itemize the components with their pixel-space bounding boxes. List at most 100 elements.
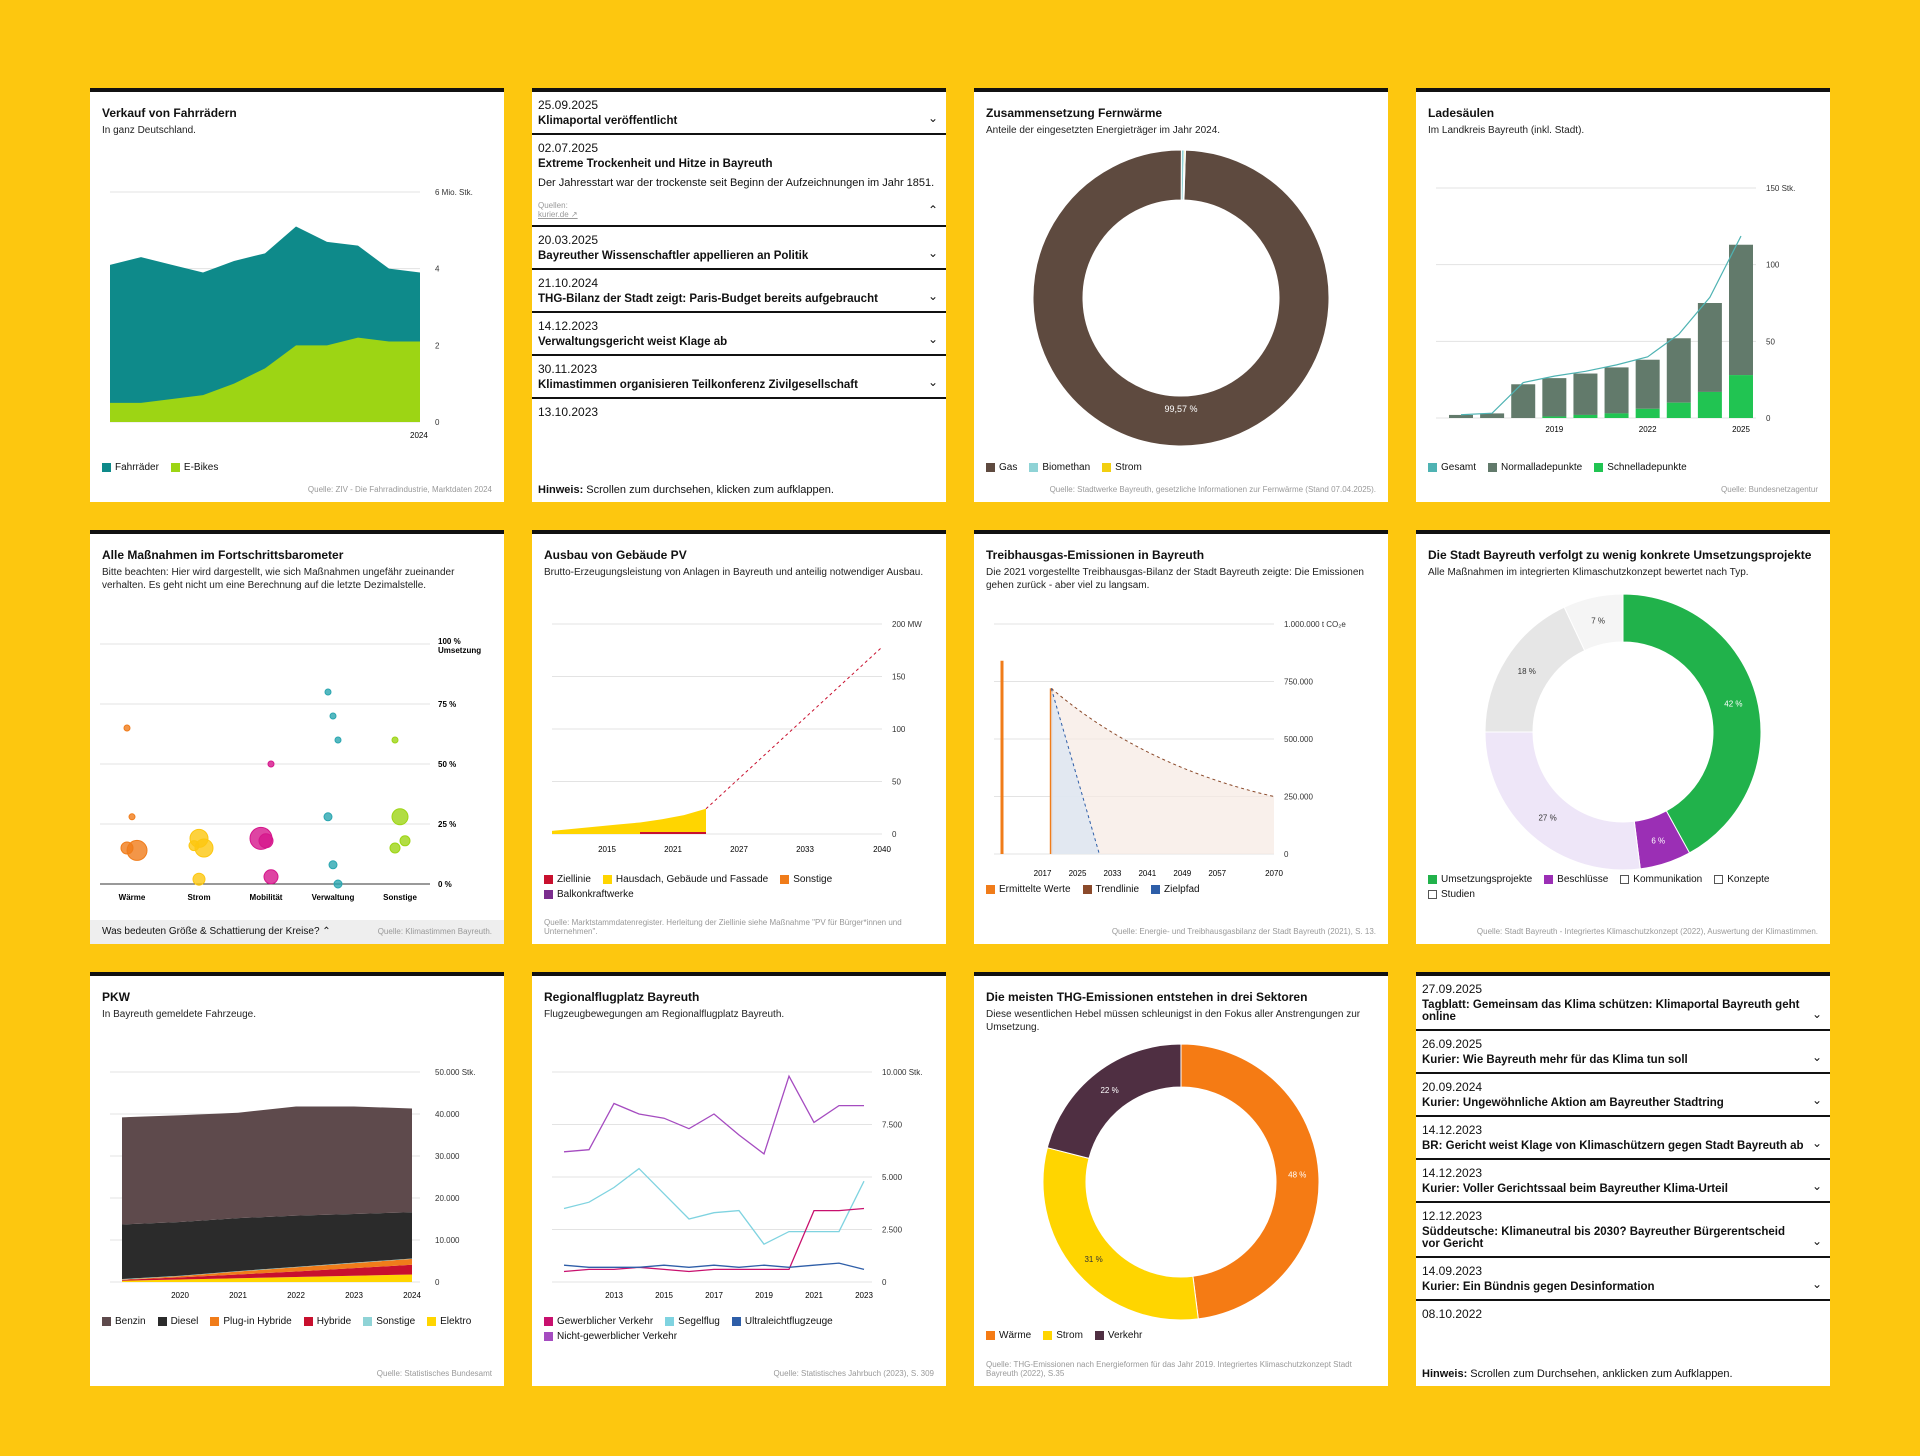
timeline-item[interactable]: 14.12.2023 BR: Gericht weist Klage von Kl… bbox=[1416, 1117, 1830, 1160]
legend: Fahrräder E-Bikes bbox=[102, 462, 482, 473]
source: Quelle: Klimastimmen Bayreuth. bbox=[378, 927, 492, 936]
card-pv: Ausbau von Gebäude PV Brutto-Erzeugungsl… bbox=[532, 530, 946, 944]
legend-item[interactable]: Wärme bbox=[986, 1330, 1031, 1341]
umsetzung-donut: 42 % 6 % 27 % 18 % 7 % bbox=[1484, 593, 1762, 871]
slice-strom bbox=[1042, 1147, 1199, 1321]
chevron-down-icon[interactable]: ⌄ bbox=[1811, 1234, 1822, 1248]
legend-item[interactable]: Benzin bbox=[102, 1316, 146, 1327]
timeline-item[interactable]: 21.10.2024 THG-Bilanz der Stadt zeigt: Pa… bbox=[532, 270, 946, 313]
y-tick-label: 0 bbox=[882, 1278, 887, 1287]
legend-item[interactable]: Fahrräder bbox=[102, 462, 159, 473]
ziel-area bbox=[1051, 688, 1100, 854]
chevron-down-icon[interactable]: ⌄ bbox=[927, 111, 938, 125]
legend-item[interactable]: Strom bbox=[1043, 1330, 1083, 1341]
timeline-item[interactable]: 20.03.2025 Bayreuther Wissenschaftler app… bbox=[532, 227, 946, 270]
chevron-up-icon[interactable]: ⌃ bbox=[927, 202, 938, 217]
y-axis-title: Umsetzung bbox=[438, 646, 481, 655]
timeline-item[interactable]: 08.10.2022 bbox=[1416, 1301, 1830, 1327]
timeline-item[interactable]: 27.09.2025 Tagblatt: Gemeinsam das Klima … bbox=[1416, 976, 1830, 1031]
chevron-down-icon[interactable]: ⌄ bbox=[1811, 1277, 1822, 1291]
y-tick-label: 0 % bbox=[438, 880, 452, 889]
legend-item[interactable]: Nicht-gewerblicher Verkehr bbox=[544, 1331, 677, 1342]
timeline-source-link[interactable]: kurier.de ↗ bbox=[538, 209, 578, 219]
chevron-down-icon[interactable]: ⌄ bbox=[1811, 1136, 1822, 1150]
series-area-plug-in-hybride bbox=[122, 1258, 412, 1280]
timeline-item[interactable]: 25.09.2025 Klimaportal veröffentlicht ⌄ bbox=[532, 92, 946, 135]
legend-item[interactable]: Gas bbox=[986, 462, 1017, 473]
x-category-label: Wärme bbox=[119, 893, 146, 902]
legend-item[interactable]: Verkehr bbox=[1094, 1330, 1142, 1341]
y-tick-label: 5.000 bbox=[882, 1173, 903, 1182]
timeline-item[interactable]: 14.12.2023 Verwaltungsgericht weist Klage… bbox=[532, 313, 946, 356]
x-tick-label: 2041 bbox=[1138, 869, 1156, 878]
timeline-list[interactable]: 27.09.2025 Tagblatt: Gemeinsam das Klima … bbox=[1416, 976, 1830, 1327]
legend-item[interactable]: Diesel bbox=[157, 1316, 198, 1327]
legend-item[interactable]: Strom bbox=[1102, 462, 1142, 473]
legend-swatch bbox=[363, 1317, 373, 1326]
legend-item[interactable]: Normalladepunkte bbox=[1488, 462, 1582, 473]
x-tick-label: 2024 bbox=[403, 1291, 421, 1300]
legend-item[interactable]: Biomethan bbox=[1029, 462, 1090, 473]
legend-item[interactable]: Studien bbox=[1428, 889, 1475, 900]
legend-item[interactable]: Ultraleichtflugzeuge bbox=[731, 1316, 833, 1327]
chevron-down-icon[interactable]: ⌄ bbox=[1811, 1007, 1822, 1021]
timeline-item[interactable]: 02.07.2025 Extreme Trockenheit und Hitze … bbox=[532, 135, 946, 227]
timeline-item[interactable]: 30.11.2023 Klimastimmen organisieren Teil… bbox=[532, 356, 946, 399]
legend-item[interactable]: Konzepte bbox=[1714, 874, 1769, 885]
timeline-item[interactable]: 14.09.2023 Kurier: Ein Bündnis gegen Desi… bbox=[1416, 1258, 1830, 1301]
chevron-down-icon[interactable]: ⌄ bbox=[1811, 1179, 1822, 1193]
timeline-item[interactable]: 20.09.2024 Kurier: Ungewöhnliche Aktion a… bbox=[1416, 1074, 1830, 1117]
legend: Wärme Strom Verkehr bbox=[986, 1330, 1366, 1341]
timeline-title: Süddeutsche: Klimaneutral bis 2030? Bayr… bbox=[1422, 1226, 1785, 1250]
slice-label: 31 % bbox=[1084, 1255, 1102, 1264]
legend-item[interactable]: Trendlinie bbox=[1082, 884, 1139, 895]
timeline-list[interactable]: 25.09.2025 Klimaportal veröffentlicht ⌄ 02.… bbox=[532, 92, 946, 425]
source-label: Quelle: bbox=[544, 918, 570, 927]
legend-item[interactable]: Balkonkraftwerke bbox=[544, 889, 634, 900]
chevron-down-icon[interactable]: ⌄ bbox=[927, 331, 938, 346]
source-text: ZIV - Die Fahrradindustrie, Marktdaten 2… bbox=[335, 485, 492, 494]
timeline-item[interactable]: 12.12.2023 Süddeutsche: Klimaneutral bis … bbox=[1416, 1203, 1830, 1258]
bar-schnell bbox=[1573, 414, 1598, 418]
legend-item[interactable]: E-Bikes bbox=[170, 462, 218, 473]
hint: Hinweis: Scrollen zum Durchsehen, anklic… bbox=[1422, 1368, 1733, 1380]
y-tick-label: 50 bbox=[892, 778, 901, 787]
legend-item[interactable]: Plug-in Hybride bbox=[210, 1316, 292, 1327]
chevron-down-icon[interactable]: ⌄ bbox=[927, 245, 938, 260]
timeline-item[interactable]: 26.09.2025 Kurier: Wie Bayreuth mehr für … bbox=[1416, 1031, 1830, 1074]
timeline-item[interactable]: 14.12.2023 Kurier: Voller Gerichtssaal be… bbox=[1416, 1160, 1830, 1203]
timeline-title: Verwaltungsgericht weist Klage ab bbox=[538, 335, 728, 348]
card-umsetzung: Die Stadt Bayreuth verfolgt zu wenig kon… bbox=[1416, 530, 1830, 944]
legend-item[interactable]: Schnelladepunkte bbox=[1594, 462, 1687, 473]
series-line-ultraleichtflugzeuge bbox=[563, 1262, 865, 1271]
legend-item[interactable]: Beschlüsse bbox=[1544, 874, 1608, 885]
legend-item[interactable]: Kommunikation bbox=[1620, 874, 1702, 885]
card-timeline-1: 25.09.2025 Klimaportal veröffentlicht ⌄ 02.… bbox=[532, 88, 946, 502]
legend-item[interactable]: Gewerblicher Verkehr bbox=[544, 1316, 653, 1327]
legend-item[interactable]: Ermittelte Werte bbox=[986, 884, 1071, 895]
legend-item[interactable]: Gesamt bbox=[1428, 462, 1476, 473]
explanation-toggle[interactable]: Was bedeuten Größe & Schattierung der Kr… bbox=[102, 926, 331, 937]
legend-label: Strom bbox=[1115, 462, 1142, 473]
legend-label: Hausdach, Gebäude und Fassade bbox=[615, 874, 769, 885]
source-text: THG-Emissionen nach Energieformen für da… bbox=[986, 1360, 1352, 1378]
legend-item[interactable]: Sonstige bbox=[780, 874, 832, 885]
source-text: Energie- und Treibhausgasbilanz der Stad… bbox=[1139, 927, 1376, 936]
legend-item[interactable]: Umsetzungsprojekte bbox=[1428, 874, 1532, 885]
legend-item[interactable]: Segelflug bbox=[665, 1316, 720, 1327]
legend-item[interactable]: Elektro bbox=[427, 1316, 471, 1327]
chevron-down-icon[interactable]: ⌄ bbox=[1811, 1050, 1822, 1064]
legend-label: Normalladepunkte bbox=[1501, 462, 1583, 473]
explanation-bar[interactable]: Was bedeuten Größe & Schattierung der Kr… bbox=[90, 920, 504, 944]
timeline-item[interactable]: 13.10.2023 bbox=[532, 399, 946, 425]
legend-item[interactable]: Ziellinie bbox=[544, 874, 591, 885]
legend-item[interactable]: Sonstige bbox=[363, 1316, 415, 1327]
chevron-down-icon[interactable]: ⌄ bbox=[1811, 1093, 1822, 1107]
legend-item[interactable]: Hybride bbox=[303, 1316, 351, 1327]
chevron-down-icon[interactable]: ⌄ bbox=[927, 288, 938, 303]
slice-label: 42 % bbox=[1724, 700, 1742, 709]
legend-item[interactable]: Hausdach, Gebäude und Fassade bbox=[602, 874, 769, 885]
chevron-down-icon[interactable]: ⌄ bbox=[927, 374, 938, 389]
slice-wärme bbox=[1180, 1043, 1320, 1320]
legend-item[interactable]: Zielpfad bbox=[1151, 884, 1200, 895]
